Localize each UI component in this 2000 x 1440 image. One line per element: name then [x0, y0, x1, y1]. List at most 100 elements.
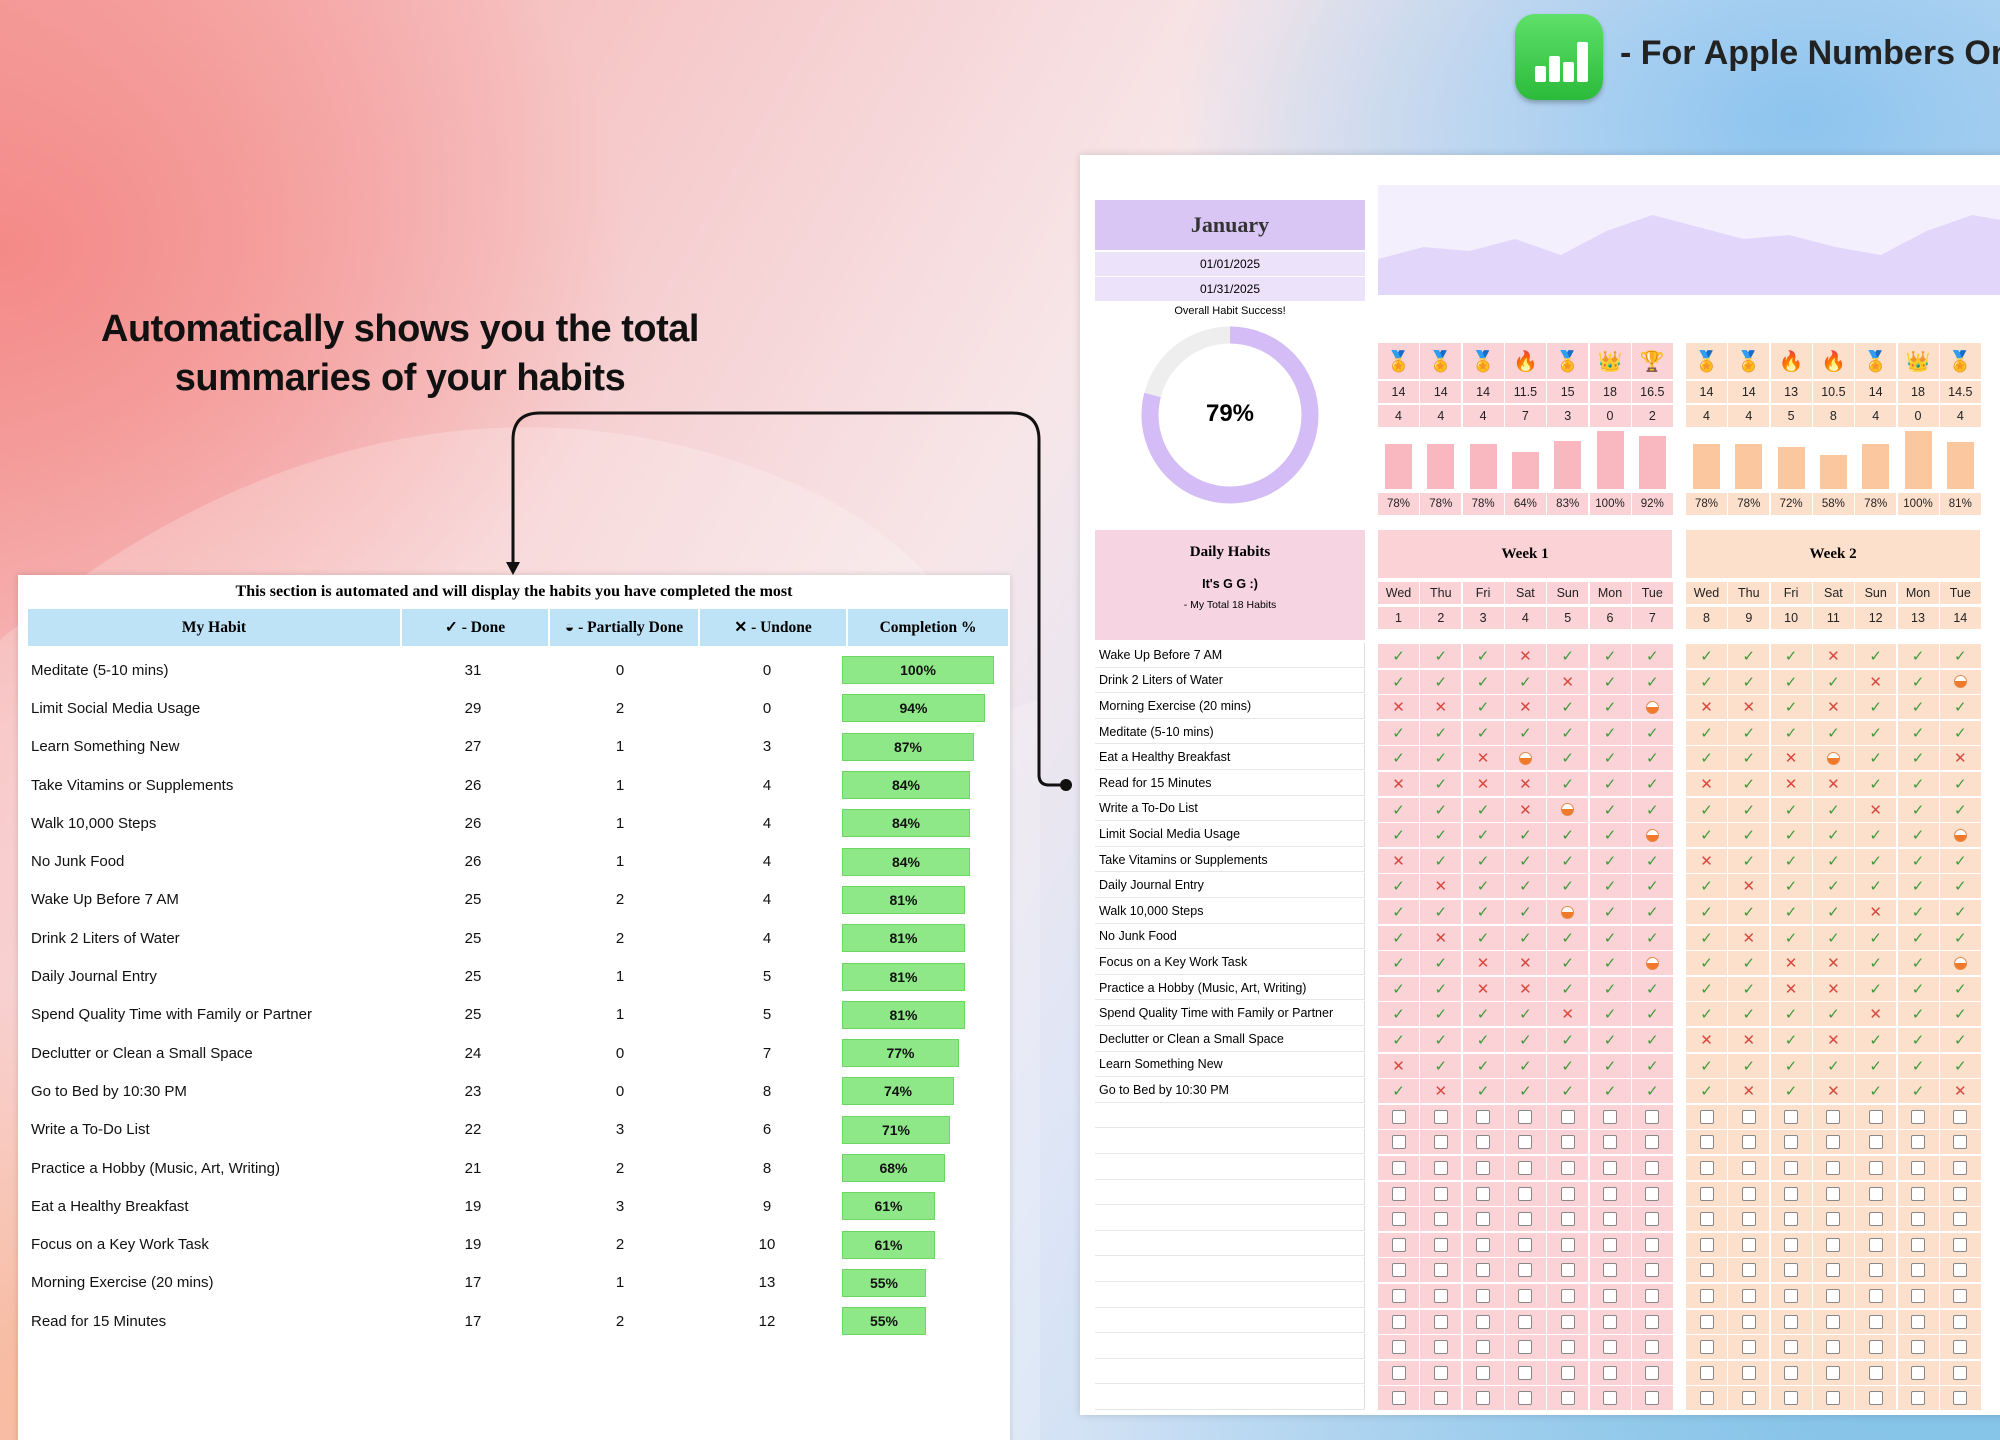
checkbox-icon[interactable] [1645, 1365, 1660, 1380]
habit-cell[interactable] [1812, 1207, 1854, 1232]
habit-cell[interactable] [1855, 1335, 1897, 1360]
habit-cell[interactable]: ✓ [1631, 925, 1673, 950]
checkbox-icon[interactable] [1868, 1365, 1883, 1380]
habit-cell[interactable]: ✕ [1812, 1079, 1854, 1104]
habit-cell[interactable] [1378, 1181, 1419, 1206]
checkbox-icon[interactable] [1741, 1314, 1756, 1329]
habit-cell[interactable] [1631, 1181, 1673, 1206]
habit-cell[interactable] [1547, 1360, 1589, 1385]
checkbox-icon[interactable] [1560, 1289, 1575, 1303]
habit-cell[interactable] [1462, 1207, 1504, 1232]
habit-row-name[interactable] [1095, 1180, 1365, 1206]
habit-cell[interactable] [1770, 1207, 1812, 1232]
checkbox-icon[interactable] [1518, 1186, 1533, 1201]
habit-cell[interactable] [1897, 1309, 1939, 1334]
habit-cell[interactable] [1855, 1309, 1897, 1334]
habit-cell[interactable] [1462, 1335, 1504, 1360]
habit-cell[interactable]: ✓ [1728, 1053, 1770, 1078]
checkbox-icon[interactable] [1560, 1314, 1575, 1329]
habit-cell[interactable]: ✓ [1420, 900, 1462, 924]
habit-cell[interactable]: ✓ [1939, 1028, 1981, 1052]
checkbox-icon[interactable] [1518, 1263, 1533, 1278]
habit-cell[interactable] [1770, 1360, 1812, 1385]
checkbox-icon[interactable] [1476, 1212, 1491, 1227]
habit-cell[interactable]: ✓ [1547, 772, 1589, 796]
habit-cell[interactable]: ✓ [1728, 823, 1770, 848]
checkbox-icon[interactable] [1433, 1340, 1448, 1355]
habit-cell[interactable]: ✓ [1462, 720, 1504, 745]
habit-cell[interactable] [1378, 1104, 1419, 1129]
habit-cell[interactable]: ✕ [1812, 951, 1854, 976]
checkbox-icon[interactable] [1953, 1289, 1968, 1303]
habit-cell[interactable]: ✕ [1855, 900, 1897, 924]
habit-cell[interactable] [1939, 1360, 1981, 1385]
habit-cell[interactable]: ✓ [1855, 951, 1897, 976]
checkbox-icon[interactable] [1518, 1109, 1533, 1124]
habit-cell[interactable] [1939, 823, 1981, 848]
checkbox-icon[interactable] [1645, 1263, 1660, 1278]
habit-cell[interactable]: ✓ [1770, 644, 1812, 668]
user-name[interactable]: It's G G :) [1202, 577, 1258, 591]
habit-cell[interactable]: ✕ [1770, 951, 1812, 976]
habit-cell[interactable] [1547, 1386, 1589, 1411]
habit-cell[interactable]: ✓ [1897, 976, 1939, 1001]
habit-cell[interactable] [1686, 1284, 1727, 1308]
habit-cell[interactable]: ✕ [1728, 925, 1770, 950]
habit-cell[interactable]: ✓ [1686, 746, 1727, 771]
habit-cell[interactable] [1812, 1258, 1854, 1283]
habit-cell[interactable] [1589, 1309, 1631, 1334]
habit-cell[interactable]: ✓ [1686, 797, 1727, 822]
habit-cell[interactable] [1547, 1156, 1589, 1180]
habit-cell[interactable] [1855, 1181, 1897, 1206]
checkbox-icon[interactable] [1699, 1365, 1714, 1380]
habit-cell[interactable] [1504, 1309, 1546, 1334]
checkbox-icon[interactable] [1476, 1314, 1491, 1329]
habit-cell[interactable]: ✓ [1589, 823, 1631, 848]
habit-cell[interactable] [1631, 1258, 1673, 1283]
checkbox-icon[interactable] [1391, 1135, 1406, 1150]
habit-cell[interactable]: ✓ [1420, 669, 1462, 694]
checkbox-icon[interactable] [1784, 1263, 1799, 1278]
habit-cell[interactable]: ✓ [1378, 1079, 1419, 1104]
habit-cell[interactable] [1547, 797, 1589, 822]
checkbox-icon[interactable] [1699, 1391, 1714, 1406]
habit-row-name[interactable] [1095, 1103, 1365, 1129]
checkbox-icon[interactable] [1603, 1365, 1617, 1380]
checkbox-icon[interactable] [1645, 1135, 1660, 1150]
habit-cell[interactable] [1462, 1156, 1504, 1180]
checkbox-icon[interactable] [1826, 1186, 1841, 1201]
checkbox-icon[interactable] [1560, 1161, 1575, 1175]
habit-cell[interactable] [1589, 1207, 1631, 1232]
habit-cell[interactable]: ✓ [1547, 644, 1589, 668]
habit-cell[interactable]: ✓ [1631, 720, 1673, 745]
checkbox-icon[interactable] [1645, 1186, 1660, 1201]
habit-cell[interactable]: ✓ [1855, 1079, 1897, 1104]
habit-cell[interactable]: ✓ [1686, 925, 1727, 950]
habit-cell[interactable]: ✓ [1589, 900, 1631, 924]
checkbox-icon[interactable] [1603, 1391, 1617, 1406]
habit-cell[interactable]: ✓ [1504, 669, 1546, 694]
habit-cell[interactable] [1420, 1335, 1462, 1360]
habit-cell[interactable]: ✕ [1378, 772, 1419, 796]
habit-cell[interactable]: ✓ [1631, 669, 1673, 694]
habit-cell[interactable]: ✓ [1462, 669, 1504, 694]
habit-cell[interactable] [1686, 1309, 1727, 1334]
habit-cell[interactable]: ✓ [1462, 1002, 1504, 1027]
habit-cell[interactable] [1728, 1335, 1770, 1360]
checkbox-icon[interactable] [1391, 1237, 1406, 1252]
habit-cell[interactable]: ✓ [1631, 1028, 1673, 1052]
habit-cell[interactable]: ✓ [1897, 900, 1939, 924]
habit-cell[interactable] [1770, 1335, 1812, 1360]
checkbox-icon[interactable] [1784, 1391, 1799, 1406]
habit-cell[interactable]: ✓ [1504, 900, 1546, 924]
habit-cell[interactable] [1504, 1232, 1546, 1257]
habit-row-name[interactable]: Meditate (5-10 mins) [1095, 719, 1365, 745]
checkbox-icon[interactable] [1953, 1135, 1968, 1150]
habit-cell[interactable]: ✓ [1686, 1002, 1727, 1027]
checkbox-icon[interactable] [1953, 1109, 1968, 1124]
checkbox-icon[interactable] [1391, 1263, 1406, 1278]
habit-cell[interactable]: ✓ [1939, 925, 1981, 950]
habit-cell[interactable]: ✓ [1589, 720, 1631, 745]
checkbox-icon[interactable] [1953, 1314, 1968, 1329]
habit-cell[interactable]: ✓ [1547, 1028, 1589, 1052]
